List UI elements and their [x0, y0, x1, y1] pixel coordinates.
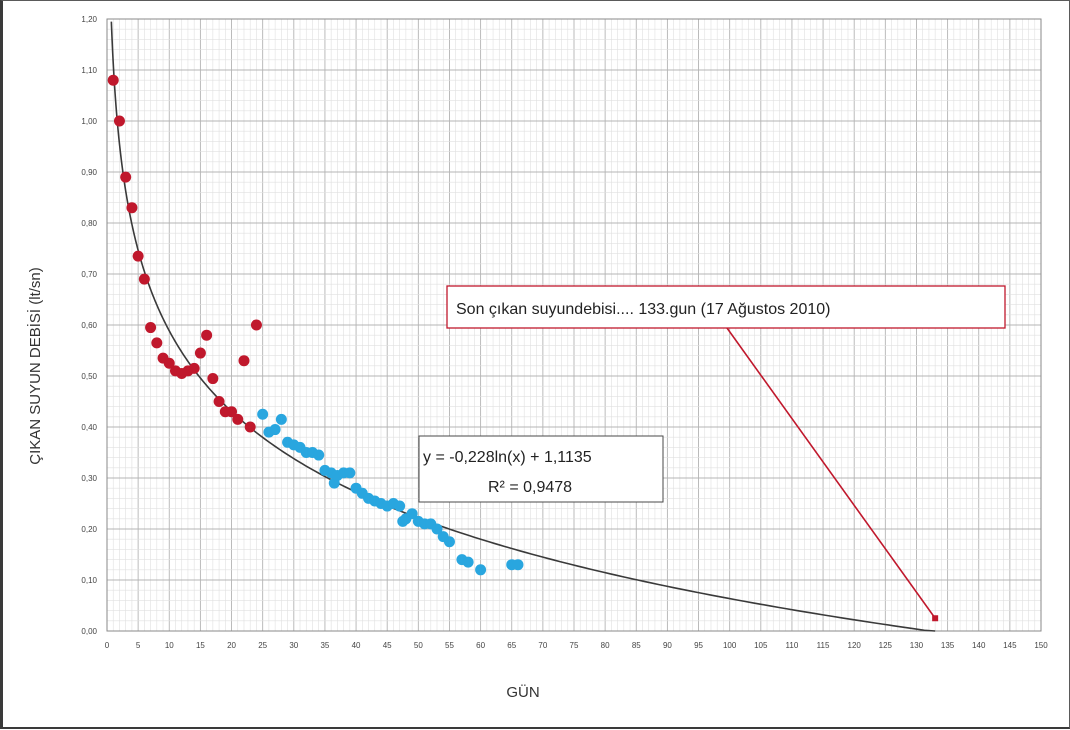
x-tick-label: 60 [476, 641, 485, 650]
x-tick-label: 125 [879, 641, 893, 650]
data-point-blue [431, 523, 443, 535]
x-tick-label: 100 [723, 641, 737, 650]
data-point-red [244, 421, 256, 433]
x-tick-label: 35 [320, 641, 329, 650]
data-point-red [145, 322, 157, 334]
data-point-blue [475, 564, 487, 576]
y-tick-label: 0,20 [81, 525, 97, 534]
y-tick-label: 1,20 [81, 15, 97, 24]
callout-arrow-line [726, 327, 936, 619]
data-point-red [213, 396, 225, 407]
data-point-blue [344, 467, 356, 479]
data-point-red [120, 171, 132, 183]
data-point-blue [512, 559, 524, 571]
x-tick-label: 85 [632, 641, 641, 650]
x-tick-label: 45 [383, 641, 392, 650]
x-tick-label: 5 [136, 641, 141, 650]
x-tick-label: 40 [352, 641, 361, 650]
y-tick-label: 0,10 [81, 576, 97, 585]
data-point-red [250, 319, 262, 331]
equation-box [418, 435, 664, 503]
data-point-red [238, 355, 250, 367]
x-tick-label: 150 [1034, 641, 1048, 650]
x-tick-label: 0 [105, 641, 110, 650]
data-point-red [107, 74, 119, 86]
x-tick-label: 135 [941, 641, 955, 650]
x-tick-label: 20 [227, 641, 236, 650]
data-point-blue [269, 424, 281, 436]
x-tick-label: 70 [538, 641, 547, 650]
data-point-red [132, 250, 144, 262]
y-tick-label: 0,90 [81, 168, 97, 177]
equation-box-group: y = -0,228ln(x) + 1,1135 R² = 0,9478 [418, 435, 664, 503]
data-point-red [126, 202, 138, 214]
x-axis-ticks: 0 5 10 15 20 25 30 35 40 45 50 55 60 65 70 75 80 85 90 95 10… [105, 641, 1048, 650]
x-tick-label: 80 [601, 641, 610, 650]
y-axis-ticks: 0,00 0,10 0,20 0,30 0,40 0,50 0,60 0,70 0,80 0,90… [81, 15, 97, 636]
data-point-blue [313, 449, 325, 461]
x-tick-label: 110 [786, 641, 799, 650]
x-tick-label: 90 [663, 641, 672, 650]
y-tick-label: 0,40 [81, 423, 97, 432]
y-tick-label: 0,00 [81, 627, 97, 636]
y-axis-title: ÇIKAN SUYUN DEBİSİ (lt/sn) [26, 267, 44, 465]
data-points [107, 74, 524, 576]
data-point-blue [257, 408, 269, 420]
x-tick-label: 75 [570, 641, 579, 650]
data-point-red [226, 406, 238, 418]
x-tick-label: 30 [289, 641, 298, 650]
data-point-blue [462, 556, 474, 568]
x-tick-label: 25 [258, 641, 267, 650]
y-tick-label: 0,60 [81, 321, 97, 330]
x-axis-title: GÜN [506, 683, 539, 701]
x-tick-label: 65 [507, 641, 516, 650]
x-tick-label: 130 [910, 641, 924, 650]
x-tick-label: 120 [848, 641, 862, 650]
data-point-red [207, 373, 219, 385]
callout-group: Son çıkan suyundebisi.... 133.gun (17 Ağ… [446, 285, 1006, 622]
data-point-blue [406, 508, 418, 520]
x-tick-label: 95 [694, 641, 703, 650]
x-tick-label: 55 [445, 641, 454, 650]
equation-text: y = -0,228ln(x) + 1,1135 [423, 449, 592, 466]
x-tick-label: 145 [1003, 641, 1017, 650]
data-point-red [151, 337, 163, 349]
data-point-red [194, 347, 206, 359]
data-point-red [113, 115, 125, 127]
y-tick-label: 1,10 [81, 66, 97, 75]
x-tick-label: 15 [196, 641, 205, 650]
data-point-blue [443, 536, 455, 548]
plot-area-border [106, 18, 1042, 632]
data-point-blue [275, 413, 287, 425]
y-tick-label: 1,00 [81, 117, 97, 126]
x-tick-label: 115 [817, 641, 830, 650]
chart-svg: 0,00 0,10 0,20 0,30 0,40 0,50 0,60 0,70 0,80 0,90… [26, 15, 1048, 701]
x-tick-label: 140 [972, 641, 986, 650]
y-tick-label: 0,30 [81, 474, 97, 483]
data-point-red [138, 273, 150, 285]
x-tick-label: 50 [414, 641, 423, 650]
y-tick-label: 0,70 [81, 270, 97, 279]
y-tick-label: 0,50 [81, 372, 97, 381]
data-point-red [232, 413, 244, 425]
callout-box [446, 285, 1006, 329]
x-tick-label: 105 [754, 641, 768, 650]
r-squared-text: R² = 0,9478 [488, 479, 572, 496]
y-tick-label: 0,80 [81, 219, 97, 228]
data-point-blue [394, 500, 406, 512]
x-tick-label: 10 [165, 641, 174, 650]
data-point-red [188, 362, 200, 374]
data-point-red [201, 329, 213, 341]
callout-text: Son çıkan suyundebisi.... 133.gun (17 Ağ… [456, 301, 830, 318]
data-point-red [163, 357, 175, 369]
callout-marker [932, 615, 939, 622]
